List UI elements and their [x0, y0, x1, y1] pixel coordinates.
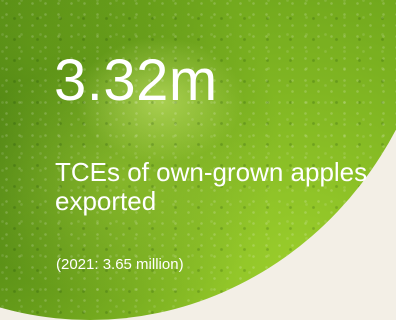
stat-description: TCEs of own-grown apples exported	[55, 157, 368, 216]
stat-value: 3.32m	[54, 48, 218, 113]
stat-comparison: (2021: 3.65 million)	[56, 256, 184, 273]
